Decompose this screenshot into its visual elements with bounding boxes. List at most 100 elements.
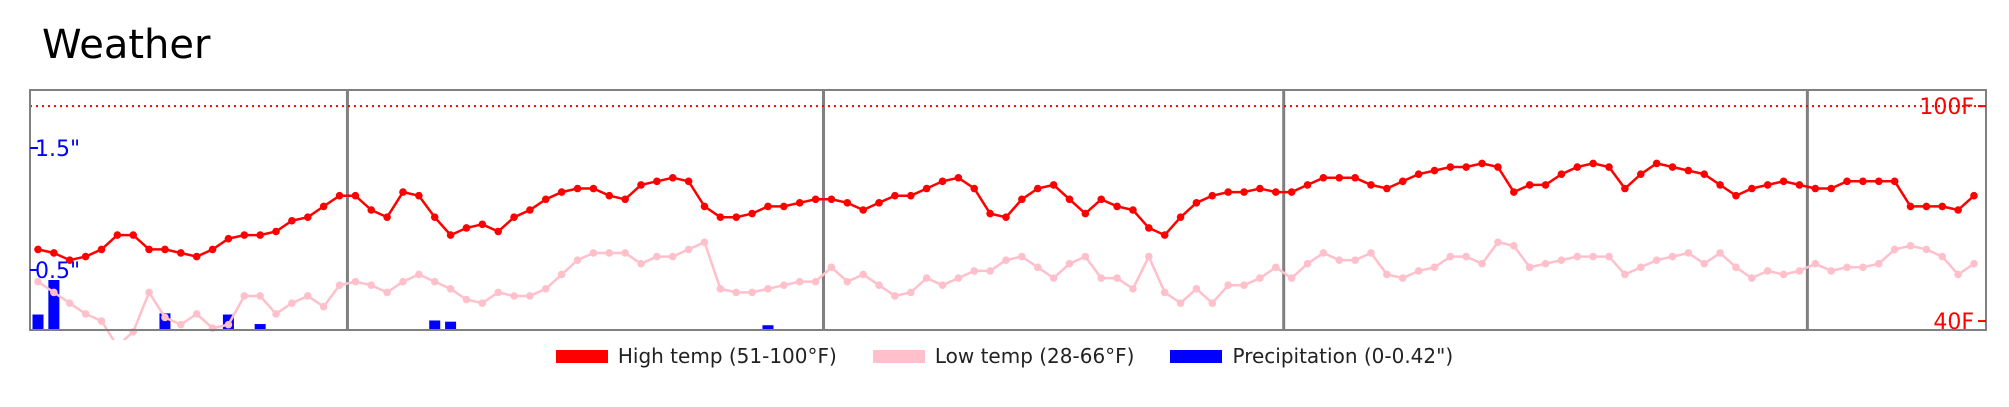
low-temp-point (65, 299, 74, 307)
high-temp-point (1414, 170, 1423, 178)
low-temp-point (621, 249, 629, 257)
high-temp-point (1113, 202, 1121, 211)
temp-tick-label: 100F (1919, 95, 1974, 120)
high-temp-point (1811, 184, 1820, 193)
high-temp-point (1049, 181, 1058, 189)
legend-swatch-high (555, 349, 608, 363)
low-temp-point (1446, 252, 1455, 261)
high-temp-point (1033, 184, 1042, 193)
high-temp-point (1097, 195, 1106, 204)
high-temp-point (65, 256, 74, 264)
high-temp-point (954, 173, 963, 182)
low-temp-point (1494, 238, 1502, 247)
high-temp-point (1383, 184, 1391, 193)
low-temp-point (335, 281, 344, 290)
low-temp-point (1605, 252, 1613, 261)
high-temp-point (1525, 181, 1534, 189)
low-temp-point (938, 281, 947, 290)
low-temp-point (906, 288, 915, 297)
high-temp-point (1938, 202, 1947, 211)
precip-bar (32, 314, 44, 330)
legend-label-low: Low temp (28-66°F) (934, 344, 1135, 368)
high-temp-point (1478, 159, 1486, 168)
high-temp-point (1684, 166, 1693, 175)
high-temp-point (875, 199, 883, 207)
low-temp-point (1097, 274, 1106, 282)
high-temp-point (1224, 188, 1232, 196)
low-temp-point (954, 274, 963, 282)
high-temp-point (795, 199, 804, 207)
high-temp-point (462, 224, 471, 232)
high-temp-point (113, 231, 122, 239)
low-temp-point (256, 292, 264, 300)
low-temp-point (526, 292, 534, 300)
low-temp-point (1859, 263, 1867, 272)
low-temp-point (859, 270, 867, 279)
high-temp-point (288, 216, 296, 225)
high-temp-point (367, 206, 376, 214)
high-temp-point (1510, 188, 1518, 196)
high-temp-point (970, 184, 979, 193)
low-temp-point (795, 277, 804, 286)
high-temp-point (1462, 163, 1470, 171)
high-temp-point (1002, 213, 1010, 221)
high-temp-point (811, 195, 820, 204)
low-temp-point (1763, 267, 1772, 275)
high-temp-point (383, 213, 391, 221)
high-temp-point (1843, 177, 1851, 186)
high-temp-point (1779, 177, 1788, 186)
high-temp-point (557, 188, 566, 196)
low-temp-point (1256, 274, 1264, 282)
high-temp-point (351, 191, 360, 200)
high-temp-point (1763, 181, 1772, 189)
precip-bar (762, 325, 774, 330)
high-temp-point (684, 177, 693, 186)
high-temp-point (938, 177, 947, 186)
low-temp-point (700, 238, 709, 247)
legend-item-precip: Precipitation (0-0.42") (1170, 344, 1453, 368)
low-temp-point (399, 277, 407, 286)
high-temp-point (1621, 184, 1629, 193)
low-temp-point (272, 310, 280, 318)
low-temp-point (1843, 263, 1851, 272)
precip-bar (445, 321, 457, 330)
low-temp-point (1081, 252, 1090, 261)
legend-item-high: High temp (51-100°F) (555, 344, 837, 368)
high-temp-point (192, 252, 201, 261)
high-temp-point (1192, 199, 1201, 207)
low-temp-point (1922, 245, 1931, 254)
low-temp-point (1684, 249, 1693, 257)
precip-bar (48, 280, 60, 330)
low-temp-point (589, 249, 598, 257)
chart-title: Weather (42, 22, 211, 68)
high-temp-point (716, 213, 725, 221)
precip-bar (429, 320, 441, 330)
low-temp-point (1398, 274, 1407, 282)
high-temp-point (526, 206, 534, 214)
low-temp-point (415, 270, 423, 279)
high-temp-point (256, 231, 264, 239)
low-temp-point (922, 274, 931, 282)
low-temp-point (1113, 274, 1121, 282)
precipitation-axis: 1.5" 0.5" (30, 137, 80, 284)
high-temp-point (1351, 173, 1359, 182)
low-temp-point (1795, 267, 1804, 275)
low-temp-point (1589, 252, 1597, 261)
high-temp-point (399, 188, 407, 196)
high-temp-point (700, 202, 709, 211)
low-temp-point (1033, 263, 1042, 272)
low-temp-point (827, 263, 836, 272)
low-temp-point (1303, 259, 1312, 268)
low-temp-point (1970, 259, 1978, 268)
low-temp-point (1430, 263, 1439, 272)
low-temp-point (764, 285, 772, 293)
high-temp-point (1906, 202, 1915, 211)
high-temp-series (34, 159, 1978, 264)
low-temp-point (986, 267, 994, 275)
precip-bar (159, 313, 171, 330)
high-temp-point (1176, 213, 1185, 221)
high-temp-point (177, 249, 185, 257)
low-temp-point (1129, 285, 1137, 293)
low-temp-point (1002, 256, 1010, 264)
low-temp-point (97, 317, 106, 325)
